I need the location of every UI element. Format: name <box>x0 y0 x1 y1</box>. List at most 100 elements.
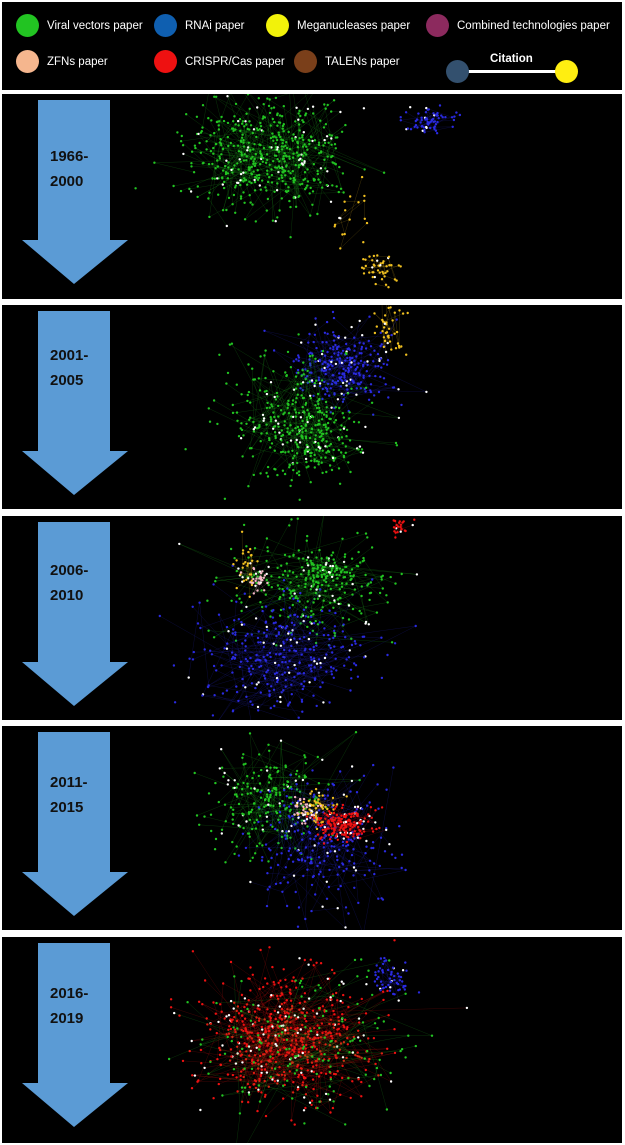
paper-node <box>322 875 325 879</box>
period-panel-4: 2011- 2015 <box>2 726 622 930</box>
paper-node <box>254 220 257 223</box>
legend-item-combined-technologies: Combined technologies paper <box>426 14 610 37</box>
citation-edge <box>302 438 326 458</box>
paper-node <box>246 146 250 149</box>
paper-node <box>343 200 346 203</box>
paper-node <box>292 196 295 199</box>
paper-node <box>378 271 381 274</box>
paper-node <box>158 614 161 618</box>
paper-node <box>265 572 268 576</box>
paper-node <box>237 824 240 827</box>
paper-node <box>465 1006 469 1010</box>
paper-node <box>269 655 272 659</box>
paper-node <box>337 335 340 338</box>
paper-node <box>326 332 329 335</box>
paper-node <box>309 656 313 659</box>
paper-node <box>287 849 290 853</box>
paper-node <box>246 1032 249 1035</box>
paper-node <box>323 812 326 815</box>
citation-edge <box>351 362 379 367</box>
paper-node <box>353 821 356 824</box>
paper-node <box>388 340 392 343</box>
paper-node <box>300 653 303 656</box>
citation-edge <box>302 152 322 165</box>
paper-node <box>281 433 285 437</box>
paper-node <box>279 608 283 612</box>
paper-node <box>227 630 230 633</box>
citation-edge <box>284 1030 316 1062</box>
paper-node <box>301 389 304 392</box>
paper-node <box>246 660 249 663</box>
paper-node <box>395 318 398 321</box>
paper-node <box>387 334 390 337</box>
paper-node <box>334 343 337 347</box>
citation-edge <box>310 560 319 568</box>
citation-edge <box>283 991 384 1041</box>
citation-edge <box>281 388 297 441</box>
paper-node <box>336 598 340 601</box>
paper-node <box>253 1010 257 1013</box>
paper-node <box>219 1003 222 1006</box>
viral-cluster <box>251 392 399 474</box>
paper-node <box>364 573 367 577</box>
paper-node <box>308 681 311 684</box>
paper-node <box>321 449 324 452</box>
citation-edge <box>319 1042 321 1102</box>
paper-node <box>338 817 341 820</box>
paper-node <box>340 814 343 817</box>
paper-node <box>335 185 338 188</box>
paper-node <box>223 497 227 500</box>
paper-node <box>390 641 394 644</box>
paper-node <box>246 792 249 795</box>
citation-edge <box>202 695 253 706</box>
paper-node <box>381 587 384 590</box>
paper-node <box>233 779 236 782</box>
citation-edge <box>266 99 270 155</box>
paper-node <box>335 805 338 808</box>
paper-node <box>318 398 321 401</box>
paper-node <box>317 460 320 463</box>
citation-edge <box>382 265 399 273</box>
paper-node <box>241 756 244 759</box>
paper-node <box>341 844 345 847</box>
paper-node <box>224 171 228 174</box>
citation-edge <box>337 387 395 400</box>
paper-node <box>348 382 351 385</box>
paper-node <box>297 333 300 336</box>
paper-node <box>332 676 335 679</box>
citation-edge <box>316 393 349 450</box>
paper-node <box>268 437 271 440</box>
paper-node <box>309 214 312 217</box>
paper-node <box>356 805 360 808</box>
paper-node <box>297 470 301 473</box>
citation-edge <box>329 316 370 370</box>
paper-node <box>362 830 366 833</box>
citation-edge <box>302 1035 332 1043</box>
paper-node <box>319 569 322 573</box>
citation-edge <box>242 628 277 680</box>
paper-node <box>258 184 261 187</box>
citation-edge <box>286 795 326 799</box>
paper-node <box>230 651 234 654</box>
citation-edge <box>240 1055 254 1085</box>
citation-edge <box>277 396 294 418</box>
citation-edge <box>268 180 315 183</box>
citation-edge <box>326 449 359 473</box>
paper-node <box>275 791 278 794</box>
paper-node <box>336 838 339 841</box>
paper-node <box>258 842 261 845</box>
citation-edge <box>307 869 370 871</box>
paper-node <box>257 176 261 180</box>
citation-edge <box>283 156 311 216</box>
citation-edge <box>289 607 300 664</box>
paper-node <box>289 614 292 617</box>
paper-node <box>362 363 365 367</box>
citation-edge <box>206 129 220 142</box>
paper-node <box>369 353 372 356</box>
paper-node <box>306 148 309 151</box>
paper-node <box>261 609 264 613</box>
citation-edge <box>268 125 271 178</box>
citation-edge <box>289 590 294 599</box>
citation-edge <box>310 452 315 460</box>
paper-node <box>403 529 407 532</box>
